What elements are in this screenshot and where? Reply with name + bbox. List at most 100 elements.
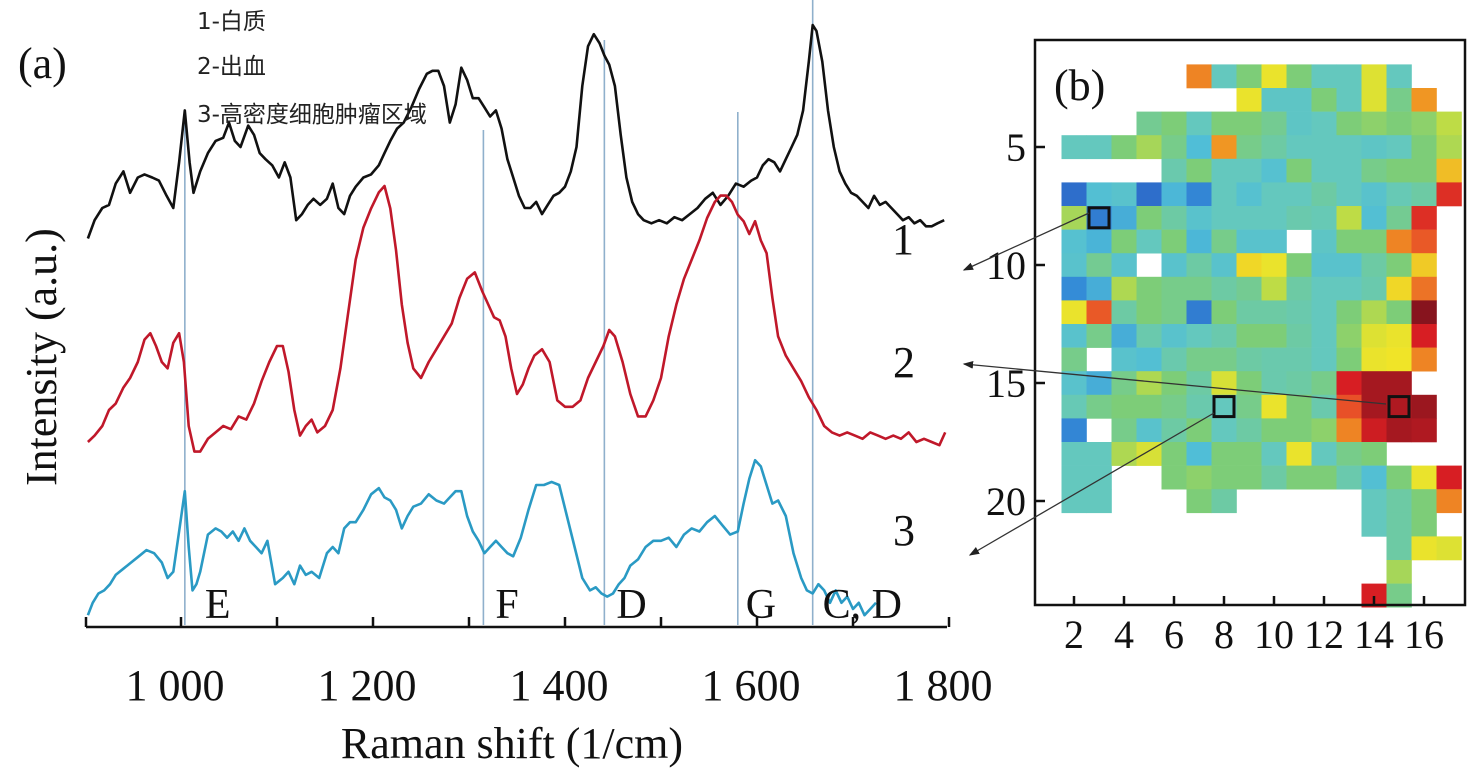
heatmap-cell (1111, 300, 1137, 325)
heatmap-cell (1411, 394, 1437, 419)
heatmap-cell (1211, 394, 1237, 419)
heatmap-cell (1411, 489, 1437, 514)
heatmap-cell (1386, 536, 1412, 561)
heatmap-cell (1186, 253, 1212, 278)
heatmap-cell (1061, 229, 1087, 254)
heatmap-cell (1111, 371, 1137, 396)
heatmap-cell (1161, 442, 1187, 466)
heatmap-cell (1236, 371, 1262, 396)
heatmap-cell (1161, 253, 1187, 278)
reference-label-1: E (205, 582, 231, 628)
heatmap-cell (1061, 465, 1087, 490)
link-arrows (962, 212, 1387, 556)
heatmap-cell (1386, 111, 1412, 136)
reference-label-4: G (746, 582, 776, 628)
heatmap-cell (1186, 64, 1212, 89)
heatmap-cell (1361, 135, 1387, 160)
heatmap-cell (1061, 135, 1087, 160)
legend-entry-2: 2-出血 (197, 54, 266, 80)
heatmap-cell (1211, 276, 1237, 301)
heatmap-cell (1136, 276, 1162, 301)
heatmap-cell (1111, 324, 1137, 348)
heatmap-cell (1411, 111, 1437, 136)
heatmap-cell (1411, 206, 1437, 230)
x-tick-label: 1 600 (702, 661, 801, 710)
heatmap-x-tick-label: 12 (1304, 612, 1344, 657)
heatmap-cell (1286, 135, 1312, 160)
heatmap-cell (1286, 324, 1312, 348)
heatmap-cell (1136, 135, 1162, 160)
heatmap-cell (1436, 135, 1462, 160)
heatmap-cell (1436, 489, 1462, 514)
heatmap-cell (1186, 135, 1212, 160)
heatmap-cell (1261, 394, 1287, 419)
heatmap-cell (1361, 371, 1387, 396)
heatmap-cell (1436, 536, 1462, 561)
heatmap-cell (1061, 489, 1087, 514)
heatmap-cell (1136, 371, 1162, 396)
heatmap-cell (1311, 324, 1337, 348)
heatmap-cell (1411, 88, 1437, 112)
heatmap-cell (1086, 229, 1112, 254)
heatmap-cell (1236, 135, 1262, 160)
heatmap-cell (1186, 182, 1212, 207)
heatmap-cell (1361, 88, 1387, 112)
heatmap-cell (1286, 253, 1312, 278)
heatmap-cell (1336, 276, 1362, 301)
heatmap-cell (1111, 394, 1137, 419)
heatmap-cell (1086, 253, 1112, 278)
heatmap-cell (1186, 111, 1212, 136)
x-tick-label: 1 200 (318, 661, 417, 710)
arrow-to-spectrum-2 (962, 360, 1387, 405)
curve-label-2: 2 (893, 338, 915, 387)
heatmap-x-tick-label: 4 (1114, 612, 1134, 657)
heatmap-cell (1386, 583, 1412, 608)
heatmap-cell (1286, 442, 1312, 466)
heatmap-cell (1336, 394, 1362, 419)
heatmap-cell (1386, 300, 1412, 325)
heatmap-cell (1061, 206, 1087, 230)
heatmap-cell (1286, 88, 1312, 112)
heatmap-cell (1236, 300, 1262, 325)
heatmap-cell (1286, 465, 1312, 490)
heatmap-cell (1286, 158, 1312, 183)
heatmap-cell (1361, 182, 1387, 207)
heatmap-cell (1236, 111, 1262, 136)
heatmap-cell (1261, 347, 1287, 372)
heatmap-cell (1211, 465, 1237, 490)
heatmap-cell (1411, 536, 1437, 561)
heatmap-cell (1236, 465, 1262, 490)
heatmap-frame (1033, 38, 1467, 607)
heatmap-cell (1411, 253, 1437, 278)
heatmap-cell (1311, 182, 1337, 207)
heatmap-cell (1211, 158, 1237, 183)
heatmap-cell (1236, 229, 1262, 254)
heatmap-cell (1211, 182, 1237, 207)
reference-lines (184, 0, 814, 625)
heatmap-cell (1361, 512, 1387, 537)
highlighted-cell-2 (1387, 395, 1411, 419)
heatmap-cell (1386, 489, 1412, 514)
heatmap-cell (1136, 324, 1162, 348)
heatmap-cell (1186, 371, 1212, 396)
heatmap-cell (1386, 512, 1412, 537)
heatmap-y-tick-label: 20 (986, 479, 1026, 524)
heatmap-cell (1311, 206, 1337, 230)
heatmap-cell (1336, 182, 1362, 207)
heatmap-cell (1336, 442, 1362, 466)
heatmap-cell (1086, 489, 1112, 514)
heatmap-cell (1286, 418, 1312, 443)
x-axis-label: Raman shift (1/cm) (341, 719, 683, 768)
heatmap-cell (1286, 371, 1312, 396)
heatmap-cell (1086, 300, 1112, 325)
heatmap-cell (1136, 347, 1162, 372)
heatmap-cell (1411, 465, 1437, 490)
reference-label-3: D (616, 582, 646, 628)
heatmap-cell (1336, 158, 1362, 183)
y-axis-label: Intensity (a.u.) (17, 228, 66, 486)
heatmap-cell (1311, 229, 1337, 254)
heatmap-cell (1386, 229, 1412, 254)
heatmap-cell (1061, 371, 1087, 396)
heatmap-cell (1211, 442, 1237, 466)
